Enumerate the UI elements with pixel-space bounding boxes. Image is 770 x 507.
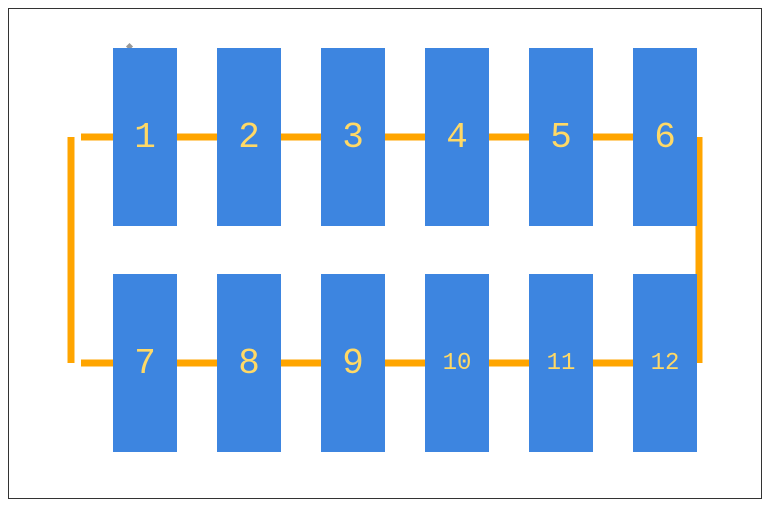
pad-label-5: 5 <box>550 117 572 158</box>
pad-11: 11 <box>529 274 593 452</box>
pad-label-7: 7 <box>134 343 156 384</box>
pad-label-9: 9 <box>342 343 364 384</box>
pad-label-8: 8 <box>238 343 260 384</box>
pad-5: 5 <box>529 48 593 226</box>
pad-7: 7 <box>113 274 177 452</box>
pad-label-6: 6 <box>654 117 676 158</box>
pad-label-2: 2 <box>238 117 260 158</box>
pad-label-4: 4 <box>446 117 468 158</box>
pad-8: 8 <box>217 274 281 452</box>
pad-label-3: 3 <box>342 117 364 158</box>
pad-4: 4 <box>425 48 489 226</box>
pad-3: 3 <box>321 48 385 226</box>
pad-6: 6 <box>633 48 697 226</box>
pad-10: 10 <box>425 274 489 452</box>
pad-label-12: 12 <box>651 350 680 377</box>
pad-12: 12 <box>633 274 697 452</box>
pad-label-10: 10 <box>443 350 472 377</box>
pad-2: 2 <box>217 48 281 226</box>
pad-1: 1 <box>113 48 177 226</box>
pad-9: 9 <box>321 274 385 452</box>
pad-label-1: 1 <box>134 117 156 158</box>
pad-label-11: 11 <box>547 350 576 377</box>
